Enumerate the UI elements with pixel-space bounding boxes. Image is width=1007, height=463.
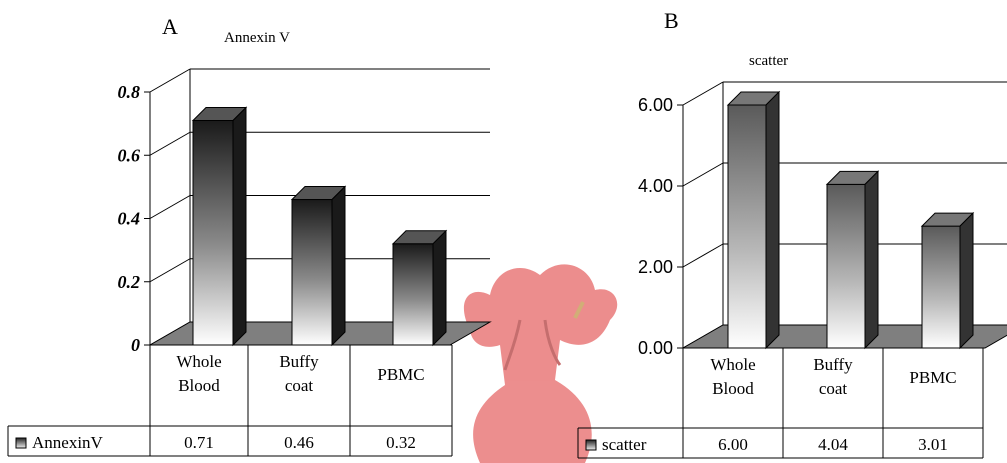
- bar: [727, 104, 767, 349]
- bar: [392, 243, 434, 346]
- y-tick-label: 6.00: [638, 95, 673, 115]
- legend-swatch: [585, 439, 597, 451]
- data-table-value: 0.46: [284, 433, 314, 452]
- panel-a-chart: 0 0.2 0.4 0.6 0.8 Whole Blood 0.71 Buffy coat 0.46…: [7, 68, 492, 457]
- x-category-label: PBMC: [909, 368, 956, 387]
- bar-side: [959, 211, 974, 350]
- data-table-value: 3.01: [918, 435, 948, 454]
- x-category-label: coat: [819, 379, 848, 398]
- panel-a-title: Annexin V: [224, 30, 290, 46]
- panel-b-title: scatter: [749, 53, 788, 69]
- legend-label: scatter: [602, 435, 647, 454]
- y-tick-label: 0.8: [118, 82, 141, 102]
- data-table-value: 6.00: [718, 435, 748, 454]
- x-category-label: Buffy: [813, 355, 853, 374]
- data-table-value: 0.32: [386, 433, 416, 452]
- bar-side: [765, 90, 780, 350]
- gridline-depth: [682, 81, 724, 106]
- bar: [826, 183, 866, 349]
- panel-b-chart: 0.00 2.00 4.00 6.00 Whole Blood 6.00 Buffy coat 4…: [577, 81, 1007, 459]
- bar: [192, 119, 234, 346]
- legend-swatch: [15, 437, 27, 449]
- panel-b-label: B: [664, 8, 679, 33]
- data-table-value: 0.71: [184, 433, 214, 452]
- bar: [921, 225, 961, 349]
- x-category-label: Whole: [710, 355, 755, 374]
- x-category-label: coat: [285, 376, 314, 395]
- bar-side: [331, 185, 346, 347]
- gridline-depth: [149, 68, 191, 93]
- bar-side: [864, 170, 879, 350]
- crest-watermark: [463, 264, 618, 463]
- gridline-depth: [149, 195, 191, 219]
- y-tick-label: 0.6: [118, 145, 141, 165]
- y-tick-label: 0.4: [118, 209, 141, 229]
- y-tick-label: 0: [131, 335, 140, 355]
- y-tick-label: 2.00: [638, 257, 673, 277]
- x-category-label: Whole: [176, 352, 221, 371]
- bar-side: [232, 106, 247, 347]
- gridline-depth: [149, 131, 191, 156]
- y-tick-label: 0.00: [638, 338, 673, 358]
- panel-a-label: A: [162, 14, 178, 39]
- x-category-label: Blood: [712, 379, 754, 398]
- data-table-value: 4.04: [818, 435, 848, 454]
- gridline-depth: [682, 162, 724, 187]
- y-tick-label: 0.2: [118, 272, 141, 292]
- x-category-label: PBMC: [377, 365, 424, 384]
- legend-label: AnnexinV: [32, 433, 104, 452]
- y-tick-label: 4.00: [638, 176, 673, 196]
- bar: [291, 199, 333, 346]
- x-category-label: Blood: [178, 376, 220, 395]
- x-category-label: Buffy: [279, 352, 319, 371]
- bar-side: [432, 229, 447, 347]
- gridline-depth: [149, 258, 191, 283]
- gridline-depth: [682, 243, 724, 268]
